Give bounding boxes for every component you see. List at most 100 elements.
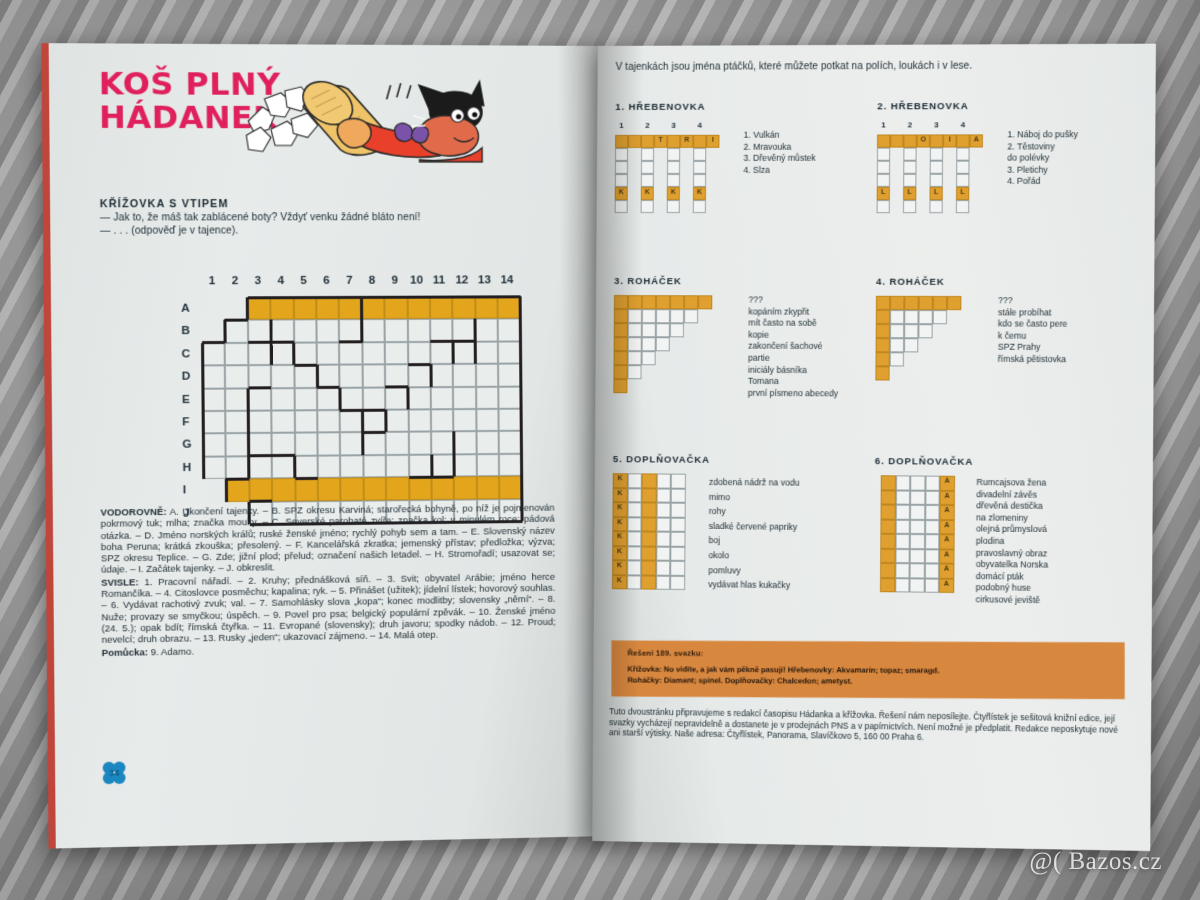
puzzle-cell[interactable] [655, 560, 671, 576]
crossword-cell[interactable] [408, 476, 432, 500]
puzzle-cell[interactable] [670, 517, 686, 532]
crossword-cell[interactable] [498, 386, 522, 409]
crossword-cell[interactable] [339, 296, 362, 320]
puzzle-cell[interactable] [910, 490, 925, 505]
puzzle-cell[interactable] [641, 351, 656, 366]
puzzle-cell[interactable]: T [654, 134, 668, 148]
puzzle-cell[interactable] [669, 323, 684, 338]
puzzle-cell[interactable] [627, 473, 642, 488]
puzzle-cell[interactable] [889, 338, 905, 353]
crossword-cell[interactable] [294, 410, 318, 434]
puzzle-cell[interactable] [895, 504, 911, 520]
puzzle-cell[interactable] [655, 337, 670, 352]
puzzle-cell[interactable]: L [876, 186, 890, 201]
crossword-cell[interactable] [226, 478, 250, 502]
puzzle-cell[interactable] [903, 173, 917, 187]
puzzle-cell[interactable]: K [612, 560, 627, 575]
crossword-cell[interactable] [317, 387, 341, 411]
puzzle-cell[interactable] [626, 574, 642, 590]
crossword-cell[interactable] [316, 342, 340, 365]
puzzle-cell[interactable] [614, 199, 628, 214]
puzzle-cell[interactable]: K [612, 531, 627, 546]
crossword-cell[interactable] [362, 432, 386, 456]
crossword-cell[interactable] [202, 365, 226, 389]
puzzle-cell[interactable] [698, 295, 713, 310]
puzzle-cell[interactable] [613, 379, 628, 394]
crossword-cell[interactable] [293, 319, 317, 343]
puzzle-cell[interactable] [929, 200, 943, 214]
crossword-cell[interactable] [385, 454, 409, 478]
crossword-cell[interactable] [294, 387, 318, 411]
crossword-cell[interactable] [385, 364, 408, 388]
puzzle-cell[interactable] [955, 200, 970, 214]
puzzle-cell[interactable] [627, 337, 642, 352]
crossword-cell[interactable] [363, 477, 387, 501]
crossword-cell[interactable] [430, 386, 454, 410]
puzzle-cell[interactable] [875, 366, 890, 381]
crossword-cell[interactable] [202, 342, 226, 366]
puzzle-cell[interactable] [875, 352, 890, 367]
crossword-cell[interactable] [317, 455, 341, 479]
crossword-cell[interactable] [454, 476, 477, 500]
puzzle-cell[interactable] [613, 323, 628, 338]
puzzle-cell[interactable] [947, 295, 962, 311]
puzzle-cell[interactable] [640, 173, 654, 187]
puzzle-cell[interactable] [880, 562, 895, 578]
crossword-cell[interactable] [430, 341, 454, 365]
crossword-cell[interactable] [293, 297, 317, 320]
crossword-cell[interactable] [225, 365, 249, 389]
crossword-cell[interactable] [361, 319, 385, 343]
crossword-cell[interactable] [316, 319, 340, 343]
puzzle-cell[interactable] [875, 309, 891, 325]
puzzle-cell[interactable] [670, 295, 685, 310]
puzzle-cell[interactable] [929, 173, 943, 187]
crossword-cell[interactable] [340, 432, 364, 456]
crossword-cell[interactable] [202, 388, 226, 412]
puzzle-cell[interactable] [669, 309, 685, 324]
puzzle-cell[interactable] [932, 310, 948, 325]
puzzle-cell[interactable] [655, 309, 671, 324]
crossword-cell[interactable] [452, 296, 476, 320]
puzzle-cell[interactable] [929, 134, 944, 148]
puzzle-cell[interactable] [655, 546, 671, 561]
puzzle-cell[interactable] [670, 546, 685, 561]
puzzle-cell[interactable] [627, 309, 642, 324]
puzzle-cell[interactable] [614, 160, 628, 174]
puzzle-cell[interactable] [904, 309, 919, 325]
puzzle-cell[interactable] [903, 160, 917, 174]
puzzle-cell[interactable] [656, 488, 671, 503]
puzzle-cell[interactable] [640, 147, 655, 161]
puzzle-cell[interactable] [909, 548, 925, 564]
crossword-cell[interactable] [475, 318, 499, 342]
puzzle-cell[interactable]: A [939, 534, 955, 550]
puzzle-cell[interactable] [626, 502, 642, 517]
puzzle-cell[interactable]: L [929, 186, 943, 201]
crossword-cell[interactable] [476, 408, 499, 432]
crossword-cell[interactable] [339, 387, 363, 411]
puzzle-cell[interactable] [909, 577, 925, 593]
puzzle-cell[interactable] [614, 147, 629, 161]
crossword-cell[interactable] [452, 318, 476, 342]
puzzle-cell[interactable] [903, 134, 917, 148]
crossword-cell[interactable] [339, 319, 363, 343]
puzzle-cell[interactable]: K [666, 186, 680, 201]
puzzle-cell[interactable] [655, 531, 671, 547]
puzzle-cell[interactable] [956, 160, 970, 174]
puzzle-cell[interactable] [924, 504, 940, 520]
puzzle-cell[interactable] [693, 160, 707, 174]
puzzle-cell[interactable] [641, 545, 656, 561]
puzzle-cell[interactable] [626, 531, 642, 546]
puzzle-cell[interactable] [641, 134, 655, 148]
crossword-cell[interactable] [384, 341, 408, 365]
puzzle-cell[interactable] [683, 309, 699, 324]
puzzle-cell[interactable] [909, 504, 925, 520]
crossword-cell[interactable] [224, 319, 248, 343]
crossword-cell[interactable] [226, 456, 250, 479]
puzzle-cell[interactable]: K [612, 545, 627, 561]
puzzle-cell[interactable] [693, 134, 707, 148]
puzzle-cell[interactable] [613, 295, 629, 310]
crossword-cell[interactable] [339, 364, 363, 388]
puzzle-cell[interactable] [924, 578, 940, 593]
crossword-cell[interactable] [408, 431, 432, 455]
crossword-cell[interactable] [225, 388, 249, 411]
